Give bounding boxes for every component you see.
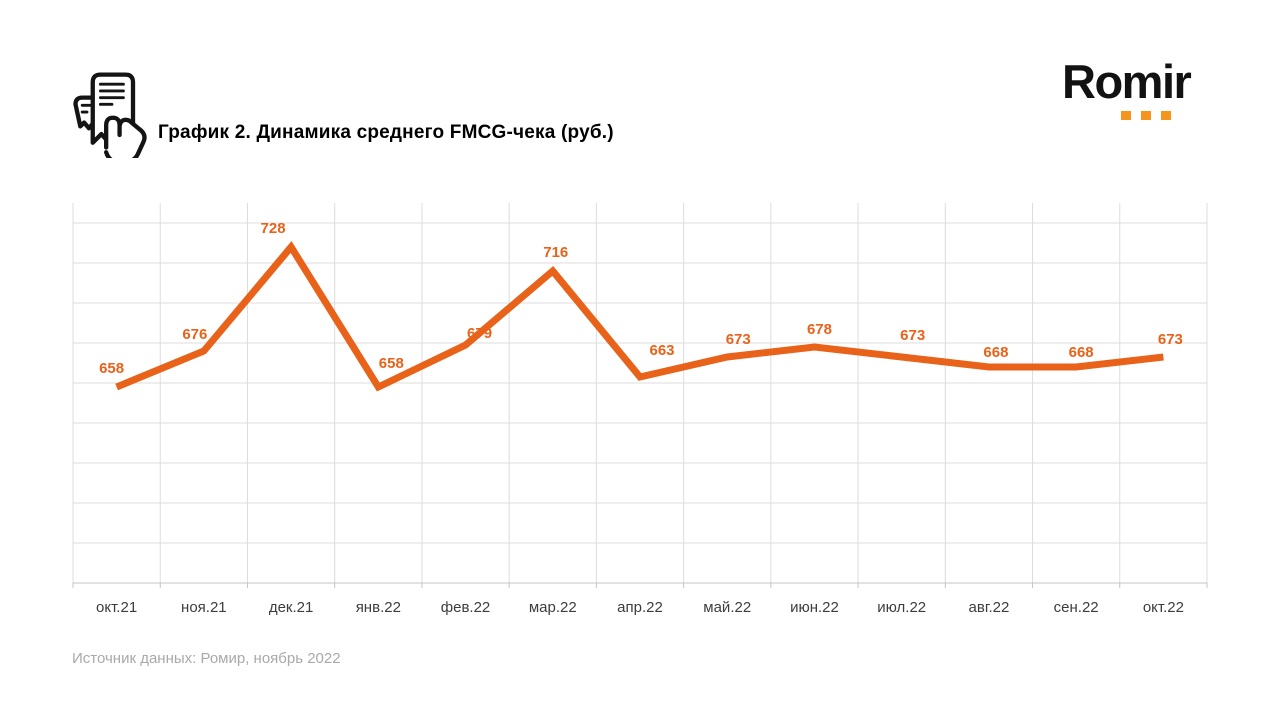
x-axis-label: окт.22	[1143, 599, 1184, 616]
data-label: 673	[726, 331, 751, 348]
romir-logo-dots	[1121, 111, 1171, 120]
data-label: 728	[261, 220, 286, 237]
source-note: Источник данных: Ромир, ноябрь 2022	[72, 650, 341, 667]
x-axis-label: фев.22	[441, 599, 491, 616]
x-axis-label: сен.22	[1054, 599, 1099, 616]
logo-dot	[1161, 111, 1171, 120]
data-label: 678	[807, 321, 832, 338]
romir-logo: Romir	[1062, 58, 1212, 128]
data-label: 668	[983, 344, 1008, 361]
x-axis-label: ноя.21	[181, 599, 227, 616]
x-axis-label: июл.22	[877, 599, 926, 616]
data-label: 673	[900, 327, 925, 344]
data-label: 716	[543, 244, 568, 261]
x-axis-label: мар.22	[529, 599, 577, 616]
logo-dot	[1141, 111, 1151, 120]
logo-dot	[1121, 111, 1131, 120]
x-axis-label: май.22	[703, 599, 751, 616]
x-axis-label: июн.22	[790, 599, 839, 616]
romir-logo-text: Romir	[1062, 55, 1192, 108]
x-axis-label: дек.21	[269, 599, 314, 616]
x-axis-label: авг.22	[969, 599, 1010, 616]
data-label: 663	[649, 342, 674, 359]
x-axis-label: апр.22	[617, 599, 663, 616]
data-label: 679	[467, 325, 492, 342]
data-label: 658	[99, 360, 124, 377]
page-title: График 2. Динамика среднего FMCG-чека (р…	[158, 122, 614, 143]
receipt-in-hand-icon	[73, 72, 147, 158]
data-label: 668	[1069, 344, 1094, 361]
x-axis-label: янв.22	[356, 599, 401, 616]
data-label: 658	[379, 355, 404, 372]
data-label: 676	[182, 326, 207, 343]
x-axis-label: окт.21	[96, 599, 137, 616]
data-label: 673	[1158, 331, 1183, 348]
series-line	[115, 241, 1164, 392]
